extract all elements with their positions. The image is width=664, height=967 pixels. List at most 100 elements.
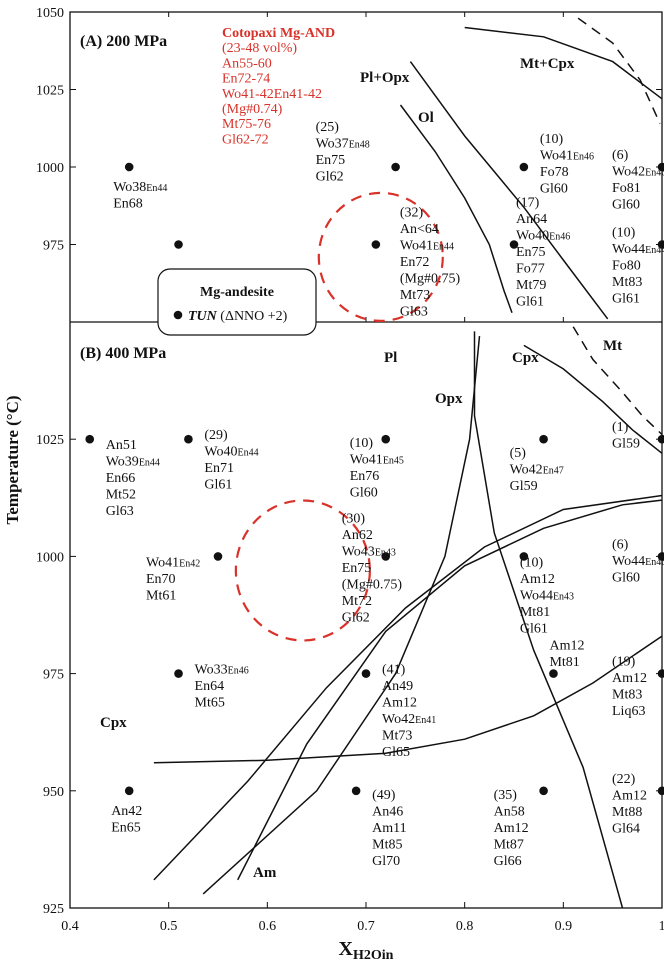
x-tick-label: 0.9	[555, 919, 573, 934]
point-label-line: Wo41En45	[350, 453, 404, 468]
point-label-line: Gl61	[520, 621, 548, 636]
point-label-line: Gl61	[516, 295, 544, 310]
data-point	[174, 669, 183, 678]
x-tick-label: 0.7	[357, 919, 375, 934]
data-point	[539, 435, 548, 444]
point-label-line: Gl66	[494, 854, 522, 869]
point-label-line: Mt73	[382, 729, 412, 744]
point-label-line: (41)	[382, 663, 406, 678]
point-label-line: Gl62	[342, 610, 370, 625]
composition-note-line: En72-74	[222, 72, 270, 87]
composition-note-line: Mt75-76	[222, 117, 271, 132]
point-label-line: Mt87	[494, 837, 524, 852]
point-label-line: Mt52	[106, 488, 136, 503]
y-tick-label: 975	[43, 668, 64, 683]
point-label-line: Wo39En44	[106, 455, 160, 470]
phase-label-mt: Mt	[603, 338, 622, 354]
point-label-line: Fo77	[516, 262, 545, 277]
data-point	[214, 552, 223, 561]
y-axis-title: Temperature (°C)	[3, 395, 22, 524]
point-label-line: Wo42En41	[382, 712, 436, 727]
y-tick-label: 1025	[36, 84, 64, 99]
data-point	[391, 163, 400, 172]
phase-label-am: Am	[253, 865, 277, 881]
point-label-line: Mt88	[612, 805, 642, 820]
x-axis-title: XH2Oin	[339, 938, 394, 962]
point-label-line: (10)	[612, 226, 636, 241]
data-point	[658, 787, 664, 796]
point-label-line: Am11	[372, 821, 406, 836]
composition-note-line: (23-48 vol%)	[222, 41, 297, 56]
point-label-line: An42	[111, 804, 142, 819]
phase-label-opx: Opx	[435, 391, 463, 407]
point-label-line: Gl61	[204, 478, 232, 493]
point-label-line: Gl59	[612, 437, 640, 452]
point-label-line: En71	[204, 461, 234, 476]
point-label-line: Fo80	[612, 259, 641, 274]
point-label-line: An62	[342, 528, 373, 543]
point-label-line: Fo78	[540, 165, 569, 180]
point-label-line: Wo41En44	[400, 239, 454, 254]
legend-sample-label: TUN (ΔNNO +2)	[188, 309, 288, 324]
phase-label-cpx-lower: Cpx	[100, 715, 127, 731]
point-label-line: (10)	[350, 436, 374, 451]
point-label-line: Wo41En46	[540, 149, 594, 164]
point-label-line: (22)	[612, 772, 636, 787]
panel-a-title: (A) 200 MPa	[80, 33, 167, 50]
point-label-line: Gl60	[612, 198, 640, 213]
panel-b-title: (B) 400 MPa	[80, 345, 166, 362]
point-label-line: Mt81	[520, 605, 550, 620]
point-label-line: Liq63	[612, 704, 645, 719]
legend-box	[158, 269, 316, 335]
y-tick-label: 975	[43, 239, 64, 254]
mt-cpx-dashed-boundary	[578, 18, 660, 123]
point-label-line: En76	[350, 469, 380, 484]
point-label-line: En75	[342, 561, 372, 576]
point-label-line: Mt83	[612, 688, 642, 703]
point-label-line: Wo33En46	[195, 663, 249, 678]
point-label-line: (30)	[342, 511, 366, 526]
point-label-line: (5)	[510, 446, 527, 461]
point-label: (1)Gl59	[612, 420, 640, 452]
point-label-line: (Mg#0.75)	[400, 272, 461, 287]
point-label-line: (17)	[516, 196, 540, 211]
x-tick-label: 0.6	[259, 919, 277, 934]
point-label-line: Wo44En43	[520, 588, 574, 603]
point-label-line: Wo44En46	[612, 554, 664, 569]
point-label-line: Am12	[549, 639, 584, 654]
point-label-line: En66	[106, 471, 136, 486]
point-label-line: Wo44En44	[612, 242, 664, 257]
point-label-line: En64	[195, 679, 225, 694]
point-label-line: (6)	[612, 148, 629, 163]
point-label-line: (29)	[204, 428, 228, 443]
point-label-line: Mt73	[400, 288, 430, 303]
composition-note-line: (Mg#0.74)	[222, 102, 283, 117]
composition-note-line: An55-60	[222, 56, 272, 71]
point-label-line: Wo41En42	[146, 555, 200, 570]
point-label-line: Gl63	[106, 504, 134, 519]
point-label-line: Gl65	[382, 745, 410, 760]
x-tick-label: 0.4	[61, 919, 79, 934]
point-label-line: Mt83	[612, 275, 642, 290]
point-label-line: Wo42En46	[612, 165, 664, 180]
x-tick-label: 1	[659, 919, 664, 934]
y-tick-label: 925	[43, 902, 64, 917]
point-label-line: Mt85	[372, 837, 402, 852]
point-label-line: Wo37En48	[316, 137, 370, 152]
point-label-line: En68	[113, 197, 143, 212]
data-point	[539, 787, 548, 796]
point-label-line: En70	[146, 572, 176, 587]
point-label-line: Gl59	[510, 479, 538, 494]
data-point	[520, 163, 529, 172]
data-point	[381, 435, 390, 444]
x-tick-label: 0.5	[160, 919, 178, 934]
data-point	[352, 787, 361, 796]
